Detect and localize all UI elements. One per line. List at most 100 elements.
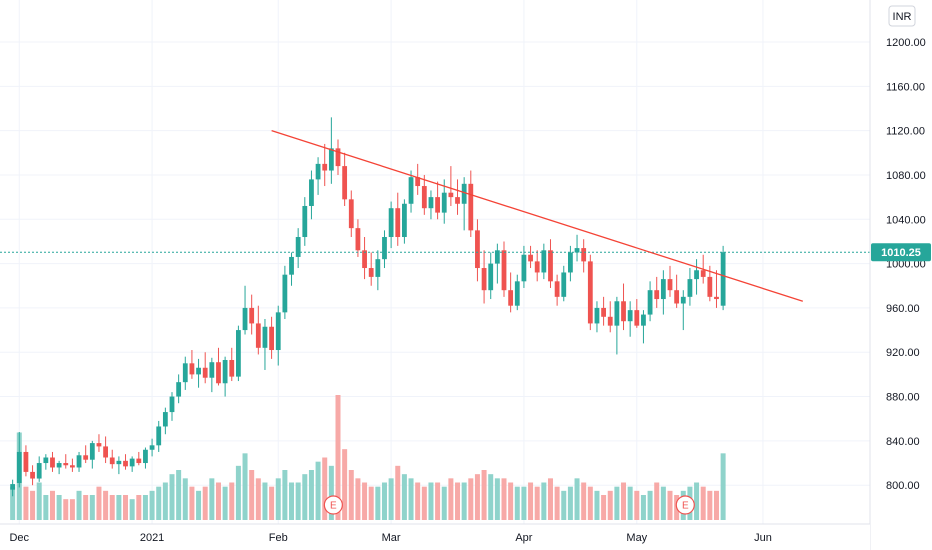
candle[interactable]: [342, 152, 348, 206]
candle[interactable]: [96, 434, 102, 452]
candle[interactable]: [322, 143, 328, 187]
candle[interactable]: [368, 252, 374, 286]
candle[interactable]: [607, 301, 613, 333]
candle[interactable]: [362, 237, 367, 280]
candle[interactable]: [402, 199, 407, 244]
candle[interactable]: [494, 243, 500, 284]
candle[interactable]: [10, 479, 16, 497]
candle[interactable]: [282, 265, 288, 319]
candle[interactable]: [514, 274, 520, 311]
candle[interactable]: [581, 239, 587, 273]
candle[interactable]: [660, 270, 666, 315]
candle[interactable]: [634, 299, 640, 328]
candle[interactable]: [694, 259, 699, 295]
candle[interactable]: [348, 190, 354, 238]
candle[interactable]: [89, 440, 95, 469]
candle[interactable]: [468, 170, 474, 238]
candle[interactable]: [309, 170, 314, 220]
candle[interactable]: [714, 270, 719, 308]
candle[interactable]: [236, 325, 241, 382]
candle[interactable]: [541, 243, 547, 280]
candle[interactable]: [315, 157, 321, 195]
candle[interactable]: [43, 454, 49, 470]
candle[interactable]: [255, 305, 261, 355]
candle[interactable]: [109, 449, 115, 469]
candle[interactable]: [275, 305, 281, 366]
candle[interactable]: [574, 234, 580, 262]
candle[interactable]: [388, 201, 394, 249]
candle[interactable]: [375, 250, 381, 291]
candle[interactable]: [561, 265, 567, 302]
candle[interactable]: [216, 347, 221, 386]
candle[interactable]: [242, 285, 248, 335]
candle[interactable]: [156, 420, 162, 452]
earnings-marker[interactable]: E: [675, 495, 695, 515]
earnings-marker[interactable]: E: [323, 495, 343, 515]
candle[interactable]: [647, 281, 653, 322]
candle[interactable]: [534, 250, 540, 282]
price-axis[interactable]: 1200.00 1160.00 1120.00 1080.00 1040.00 1000.…: [886, 37, 926, 492]
candle[interactable]: [488, 252, 494, 300]
candle[interactable]: [528, 245, 533, 269]
candle[interactable]: [448, 166, 454, 206]
candle[interactable]: [249, 294, 255, 335]
candle[interactable]: [56, 460, 62, 475]
candle[interactable]: [23, 445, 29, 477]
candle[interactable]: [269, 316, 274, 359]
candle[interactable]: [143, 447, 148, 469]
candle[interactable]: [601, 296, 606, 326]
candle[interactable]: [435, 181, 440, 220]
candle[interactable]: [63, 454, 69, 469]
candle[interactable]: [415, 163, 421, 195]
candle[interactable]: [720, 245, 726, 311]
candle[interactable]: [70, 458, 75, 472]
candle[interactable]: [209, 357, 215, 393]
candle[interactable]: [262, 319, 268, 370]
candle[interactable]: [202, 352, 208, 384]
candle[interactable]: [295, 228, 301, 269]
candle[interactable]: [568, 245, 573, 282]
candle[interactable]: [136, 451, 142, 466]
candle[interactable]: [674, 274, 680, 308]
candle[interactable]: [222, 356, 228, 397]
candle[interactable]: [501, 241, 507, 297]
candle[interactable]: [687, 268, 693, 306]
candle[interactable]: [680, 290, 686, 331]
candle[interactable]: [103, 436, 108, 464]
candle[interactable]: [76, 451, 82, 472]
candle[interactable]: [328, 117, 334, 184]
candle[interactable]: [395, 192, 401, 246]
candle[interactable]: [508, 272, 514, 313]
candle[interactable]: [587, 254, 593, 331]
candle[interactable]: [162, 407, 168, 435]
candle[interactable]: [554, 274, 560, 306]
candle[interactable]: [521, 245, 527, 288]
candle[interactable]: [355, 219, 361, 257]
candle[interactable]: [196, 358, 201, 388]
candle[interactable]: [428, 190, 434, 220]
candle[interactable]: [149, 438, 155, 457]
candle[interactable]: [667, 265, 673, 297]
candle[interactable]: [302, 197, 308, 246]
candle[interactable]: [229, 347, 235, 382]
candle[interactable]: [289, 252, 294, 286]
candle[interactable]: [382, 230, 387, 269]
candle[interactable]: [335, 139, 341, 175]
candle[interactable]: [176, 374, 182, 404]
resistance-trendline[interactable]: [271, 130, 803, 302]
candle[interactable]: [627, 301, 633, 337]
candle[interactable]: [441, 179, 447, 224]
candle[interactable]: [621, 283, 626, 331]
candle[interactable]: [182, 356, 188, 390]
candle[interactable]: [16, 432, 22, 488]
candle[interactable]: [189, 350, 195, 379]
candle[interactable]: [50, 451, 55, 472]
candle[interactable]: [475, 219, 480, 282]
currency-unit-button[interactable]: INR: [888, 5, 916, 27]
candle[interactable]: [641, 310, 646, 344]
candle[interactable]: [548, 239, 553, 288]
time-axis[interactable]: Dec 2021 Feb Mar Apr May Jun: [9, 532, 771, 544]
candle[interactable]: [116, 456, 122, 475]
